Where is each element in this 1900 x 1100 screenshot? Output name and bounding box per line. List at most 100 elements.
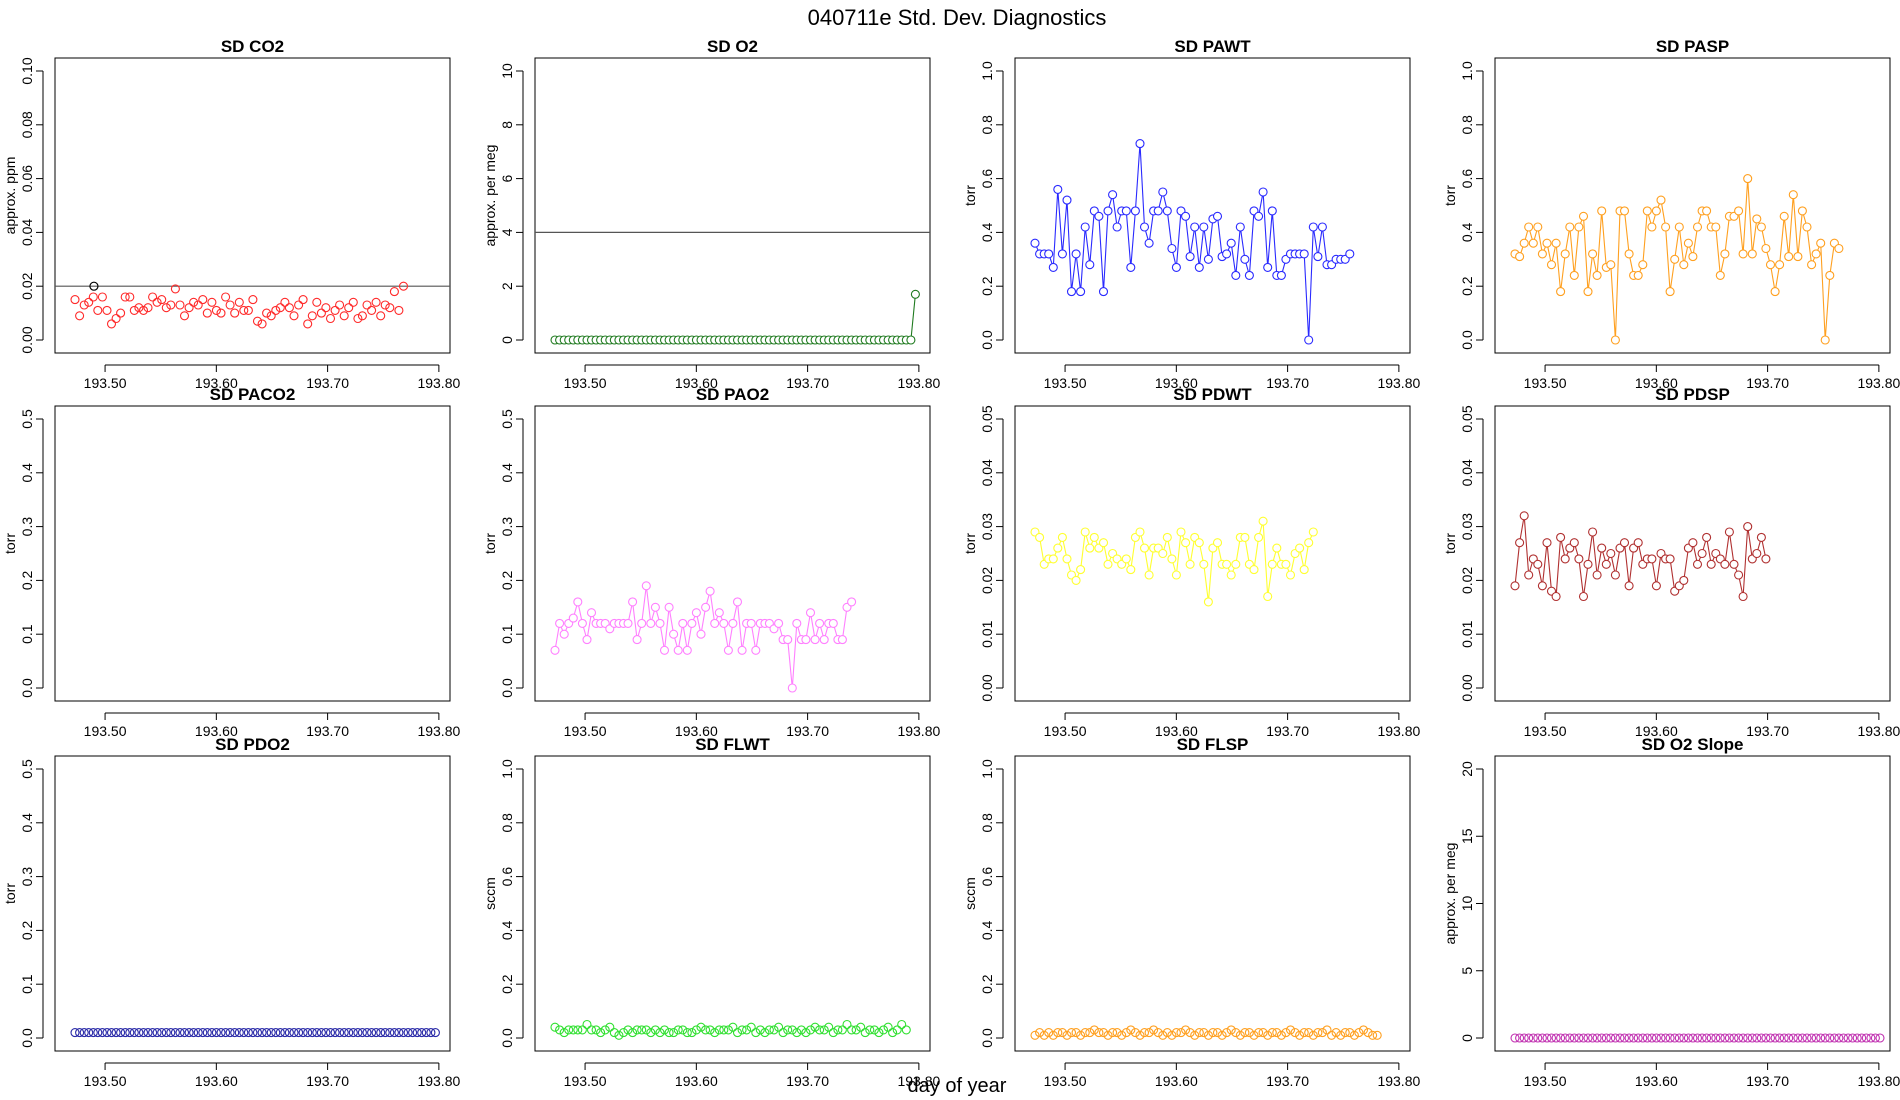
y-axis: 0.0 0.1 0.2 0.3 0.4 0.5 [19,409,44,698]
data-point [860,1028,870,1038]
data-point [179,1028,190,1038]
data-point [1349,1030,1359,1040]
data-point [394,305,404,315]
data-point [335,1028,345,1038]
data-point [1035,532,1045,542]
data-point [1661,1033,1671,1043]
x-tick-label: 193.60 [1155,375,1198,391]
data-point [1770,287,1780,297]
data-point [239,1028,249,1038]
data-point [1030,238,1040,248]
data-point [878,1025,889,1035]
data-point [874,1028,884,1038]
data-point [1212,1028,1223,1038]
data-point [1592,1033,1602,1043]
y-tick-label: 1.0 [1459,61,1475,81]
data-point [1358,1025,1369,1035]
data-point [125,292,135,302]
data-point [1030,1030,1040,1040]
data-point [550,645,560,655]
data-point [1807,260,1817,270]
y-tick-label: 0.5 [499,409,515,429]
data-point [1551,1033,1561,1043]
series-line [1034,521,1314,602]
data-series [1510,1033,1885,1043]
data-point [330,305,340,315]
panel-title: SD PDO2 [215,735,290,754]
data-point [646,1028,656,1038]
data-point [892,1025,902,1035]
data-point [1583,287,1593,297]
y-tick-label: 0.4 [499,920,515,940]
data-point [1158,548,1168,559]
data-point [1103,559,1113,569]
x-axis: 193.50 193.60 193.70 193.80 [1524,712,1900,739]
data-point [1674,1033,1684,1043]
data-point [1560,249,1570,259]
data-point [1363,1028,1373,1038]
data-point [755,1025,765,1035]
data-point [728,618,738,628]
data-point [385,303,395,313]
data-point [1313,252,1323,262]
data-point [691,1025,701,1035]
y-tick-label: 0.1 [19,974,35,994]
data-point [1565,1033,1575,1043]
data-point [1181,211,1191,221]
data-point [1258,516,1268,526]
data-point [129,1028,139,1038]
data-point [230,308,240,318]
data-point [1162,532,1172,542]
panel-title: SD PAWT [1174,37,1251,56]
data-point [1866,1033,1876,1043]
data-point [1258,1028,1268,1038]
data-point [1588,527,1598,537]
data-point [1729,1033,1739,1043]
data-point [787,1025,797,1035]
data-point [819,1025,829,1035]
data-point [1811,249,1821,259]
data-point [1702,1033,1712,1043]
data-point [1560,1033,1570,1043]
data-point [1340,1028,1350,1038]
data-point [102,1028,112,1038]
data-point [1793,1033,1803,1043]
y-tick-label: 0.0 [499,678,515,698]
data-point [1076,565,1086,575]
data-point [1130,206,1140,216]
data-point [1076,287,1086,297]
data-point [664,1028,674,1038]
data-point [116,1028,126,1038]
data-point [1729,559,1739,569]
y-axis: 0.0 0.2 0.4 0.6 0.8 1.0 [1459,61,1484,350]
data-point [1515,1033,1525,1043]
y-tick-label: 0.6 [979,169,995,189]
data-point [1299,1028,1309,1038]
data-point [1510,1033,1520,1043]
data-point [1372,1030,1382,1040]
x-tick-label: 193.50 [564,723,607,739]
y-tick-label: 0.0 [1459,330,1475,350]
data-point [1263,262,1273,272]
x-tick-label: 193.80 [417,375,460,391]
data-point [1761,1033,1771,1043]
y-tick-label: 0.4 [979,222,995,242]
data-point [1838,1033,1849,1043]
data-point [207,297,217,307]
data-point [1062,1030,1072,1040]
data-point [1039,1030,1049,1040]
data-point [1734,1033,1744,1043]
data-point [641,1025,651,1035]
data-point [1171,570,1181,580]
data-point [573,1025,583,1035]
y-axis: 0.0 0.1 0.2 0.3 0.4 0.5 [19,759,44,1048]
data-point [810,1022,820,1032]
data-point [1162,206,1172,216]
data-point [737,645,747,655]
y-axis-label: sccm [962,877,978,910]
data-point [357,1028,367,1038]
data-point [1212,211,1223,221]
data-point [1528,238,1538,248]
data-point [385,1028,395,1038]
